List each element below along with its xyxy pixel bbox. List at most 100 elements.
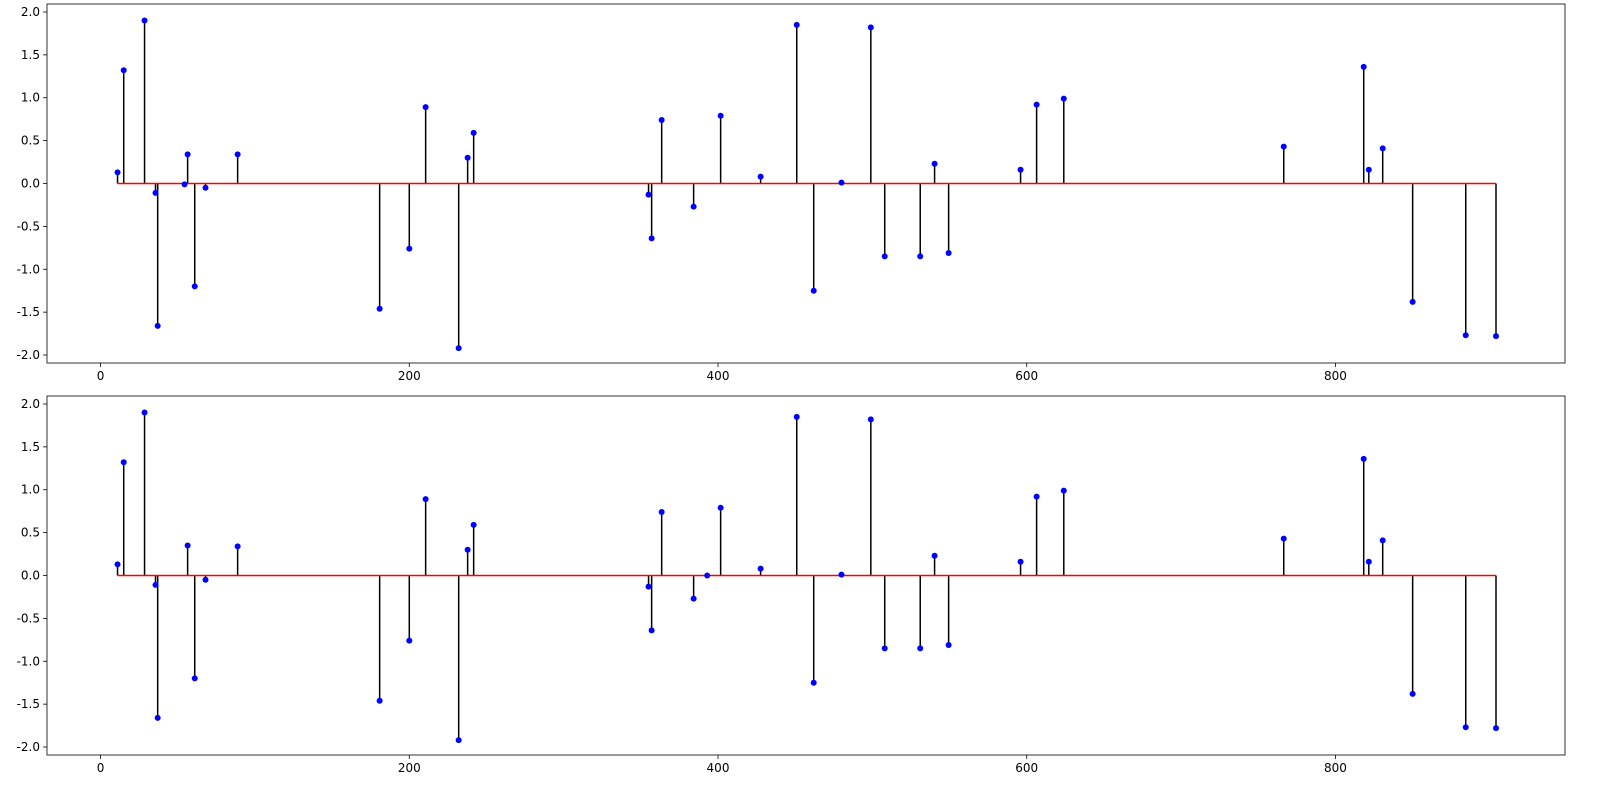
x-tick-label: 800: [1324, 369, 1347, 383]
marker: [1365, 558, 1372, 565]
marker: [464, 154, 471, 161]
marker: [1409, 298, 1416, 305]
marker: [658, 509, 665, 516]
marker: [406, 245, 413, 252]
x-tick-label: 0: [97, 761, 105, 775]
y-tick-label: 1.0: [21, 91, 40, 105]
plot-frame: [46, 395, 1566, 756]
y-tick-label: -0.5: [17, 219, 40, 233]
marker: [154, 714, 161, 721]
marker: [376, 697, 383, 704]
marker: [1033, 493, 1040, 500]
y-tick-label: 0.0: [21, 569, 40, 583]
marker: [1280, 535, 1287, 542]
marker: [704, 572, 711, 579]
marker: [152, 189, 159, 196]
marker: [793, 21, 800, 28]
marker: [917, 645, 924, 652]
marker: [184, 542, 191, 549]
marker: [1462, 332, 1469, 339]
marker: [406, 637, 413, 644]
marker: [1017, 558, 1024, 565]
y-tick-label: 0.0: [21, 177, 40, 191]
x-tick-label: 400: [707, 761, 730, 775]
y-tick-label: -0.5: [17, 611, 40, 625]
marker: [645, 583, 652, 590]
marker: [945, 641, 952, 648]
x-tick-label: 0: [97, 369, 105, 383]
y-tick-label: -1.5: [17, 305, 40, 319]
marker: [191, 675, 198, 682]
marker: [464, 546, 471, 553]
marker: [690, 203, 697, 210]
marker: [1379, 145, 1386, 152]
marker: [1280, 143, 1287, 150]
marker: [1033, 101, 1040, 108]
marker: [141, 17, 148, 24]
marker: [1060, 95, 1067, 102]
marker: [114, 561, 121, 568]
marker: [757, 565, 764, 572]
marker: [376, 305, 383, 312]
y-tick-label: 0.5: [21, 526, 40, 540]
marker: [757, 173, 764, 180]
marker: [931, 552, 938, 559]
marker: [422, 104, 429, 111]
marker: [455, 345, 462, 352]
marker: [202, 576, 209, 583]
marker: [648, 235, 655, 242]
marker: [810, 287, 817, 294]
marker: [881, 645, 888, 652]
x-tick-label: 200: [398, 369, 421, 383]
subplot: 0 200 400 600 800 -2.0 -1.5 -1.0 -0.5 0.0 0.5 1.0 1.…: [17, 3, 1566, 383]
y-tick-label: 1.5: [21, 48, 40, 62]
y-tick-label: 1.5: [21, 440, 40, 454]
marker: [838, 179, 845, 186]
marker: [1360, 63, 1367, 70]
marker: [1365, 166, 1372, 173]
marker: [1462, 724, 1469, 731]
marker: [152, 581, 159, 588]
marker: [184, 151, 191, 158]
y-tick-label: 2.0: [21, 397, 40, 411]
y-tick-label: 2.0: [21, 5, 40, 19]
marker: [838, 571, 845, 578]
marker: [234, 151, 241, 158]
y-tick-label: 1.0: [21, 483, 40, 497]
marker: [648, 627, 655, 634]
y-tick-label: 0.5: [21, 134, 40, 148]
marker: [1017, 166, 1024, 173]
marker: [658, 117, 665, 124]
marker: [202, 184, 209, 191]
marker: [1360, 455, 1367, 462]
subplot: 0 200 400 600 800 -2.0 -1.5 -1.0 -0.5 0.0 0.5 1.0 1.…: [17, 395, 1566, 775]
y-tick-label: -1.0: [17, 262, 40, 276]
marker: [120, 459, 127, 466]
marker: [645, 191, 652, 198]
marker: [470, 129, 477, 136]
marker: [181, 181, 188, 188]
y-tick-label: -1.5: [17, 697, 40, 711]
marker: [120, 67, 127, 74]
marker: [793, 413, 800, 420]
marker: [1379, 537, 1386, 544]
marker: [1493, 725, 1499, 732]
marker: [470, 521, 477, 528]
y-tick-label: -2.0: [17, 348, 40, 362]
marker: [154, 322, 161, 329]
marker: [422, 496, 429, 503]
marker: [1060, 487, 1067, 494]
marker: [717, 504, 724, 511]
marker: [690, 595, 697, 602]
x-tick-label: 400: [707, 369, 730, 383]
marker: [1493, 333, 1499, 340]
marker: [945, 249, 952, 256]
marker: [867, 24, 874, 31]
marker: [867, 416, 874, 423]
x-tick-label: 600: [1015, 369, 1038, 383]
x-tick-label: 800: [1324, 761, 1347, 775]
marker: [114, 169, 121, 176]
marker: [931, 160, 938, 167]
